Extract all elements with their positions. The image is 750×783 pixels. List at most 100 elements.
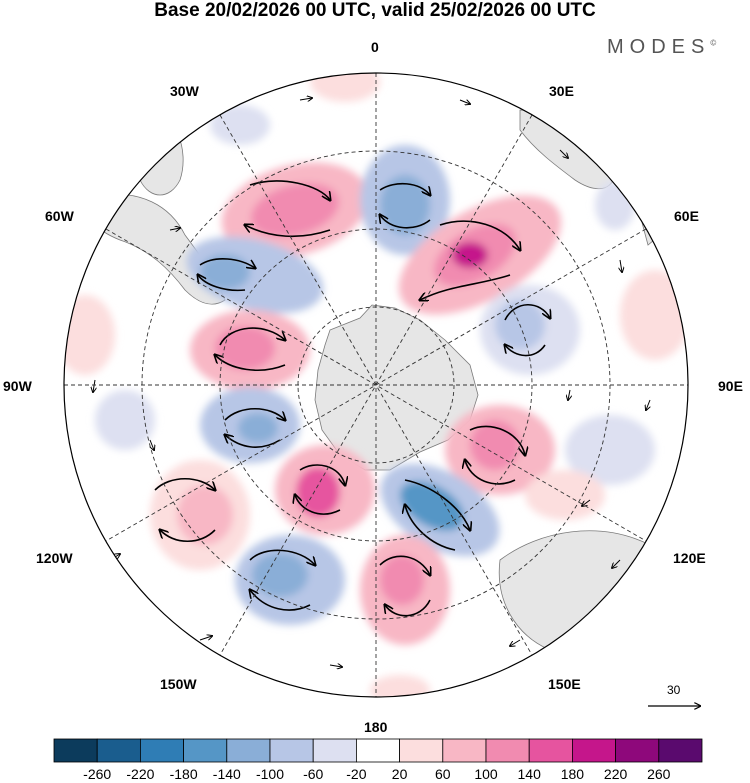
neg-anomaly-core bbox=[380, 175, 430, 235]
wind-vector bbox=[93, 379, 95, 392]
wind-vector bbox=[299, 98, 312, 100]
south-america-coast bbox=[137, 118, 184, 196]
pos-anomaly bbox=[620, 270, 688, 360]
lon-label-30e: 30E bbox=[549, 83, 574, 99]
colorbar-swatch bbox=[96, 738, 141, 763]
stream-line bbox=[198, 275, 246, 292]
stream-line bbox=[405, 505, 456, 551]
colorbar-swatch bbox=[528, 738, 573, 763]
colorbar-swatch bbox=[139, 738, 184, 763]
colorbar-tick-label: 220 bbox=[603, 766, 628, 782]
neg-anomaly bbox=[95, 390, 155, 450]
pos-anomaly bbox=[525, 470, 605, 520]
graticule bbox=[64, 73, 688, 697]
colorbar-tick-label: -140 bbox=[212, 766, 241, 782]
stream-line bbox=[160, 530, 216, 542]
lon-label-150e: 150E bbox=[548, 676, 581, 692]
colorbar-tick-label: 60 bbox=[435, 766, 451, 782]
stream-line bbox=[299, 464, 345, 485]
colorbar-swatch bbox=[312, 738, 357, 763]
stream-line bbox=[404, 479, 470, 530]
chart-title: Base 20/02/2026 00 UTC, valid 25/02/2026… bbox=[154, 0, 596, 21]
stream-line bbox=[154, 478, 215, 490]
colorbar-tick-label: 140 bbox=[517, 766, 541, 782]
latitude-circle bbox=[219, 228, 533, 542]
stream-line bbox=[295, 495, 341, 515]
colorbar-tick-label: 100 bbox=[474, 766, 498, 782]
wind-vector bbox=[582, 499, 591, 506]
stream-line bbox=[420, 274, 511, 300]
wind-vector bbox=[150, 439, 154, 450]
lon-label-60e: 60E bbox=[674, 208, 699, 224]
neg-anomaly-core bbox=[252, 553, 308, 597]
stream-line bbox=[219, 327, 285, 346]
south-america-land bbox=[90, 193, 226, 305]
pos-anomaly bbox=[64, 295, 115, 375]
stream-line bbox=[505, 345, 546, 357]
stream-line bbox=[439, 220, 520, 250]
copyright-mark: © bbox=[710, 38, 717, 48]
wind-vector bbox=[510, 639, 521, 646]
wind-vector bbox=[169, 228, 180, 230]
colorbar-tick-label: -260 bbox=[83, 766, 112, 782]
lon-label-30w: 30W bbox=[170, 83, 199, 99]
stream-lines bbox=[154, 180, 550, 617]
colorbar-tick-label: 20 bbox=[391, 766, 408, 782]
lon-label-90w: 90W bbox=[3, 378, 32, 394]
colorbar-swatch bbox=[183, 738, 228, 763]
pos-anomaly-core bbox=[215, 326, 275, 370]
colorbar-swatch bbox=[269, 738, 314, 763]
colorbar-swatch bbox=[485, 738, 530, 763]
wind-vector bbox=[568, 389, 570, 400]
lon-label-180: 180 bbox=[364, 719, 388, 735]
map-boundary bbox=[63, 72, 689, 698]
neg-anomaly-core bbox=[238, 413, 278, 443]
brand-text: MODES bbox=[607, 36, 711, 58]
lon-label-90e: 90E bbox=[718, 378, 743, 394]
stream-line bbox=[379, 555, 430, 575]
colorbar-swatch bbox=[572, 738, 617, 763]
wind-vector bbox=[646, 399, 650, 410]
lon-label-60w: 60W bbox=[45, 208, 74, 224]
pos-anomaly bbox=[310, 73, 380, 102]
vector-scale-label: 30 bbox=[667, 683, 681, 697]
stream-line bbox=[245, 225, 331, 238]
colorbar-swatch bbox=[53, 738, 98, 763]
meridian-60e-120w bbox=[105, 228, 647, 542]
wind-vector bbox=[459, 100, 470, 104]
colorbar-tick-label: -100 bbox=[255, 766, 285, 782]
colorbar-swatch bbox=[399, 738, 444, 763]
pos-anomaly-core bbox=[251, 183, 339, 237]
colorbar-tick-label: -180 bbox=[169, 766, 198, 782]
pos-anomaly-core bbox=[177, 485, 233, 545]
stream-line bbox=[465, 460, 516, 485]
neg-anomaly bbox=[595, 180, 635, 230]
colorbar-tick-label: -20 bbox=[346, 766, 367, 782]
lon-label-0: 0 bbox=[371, 39, 379, 55]
modes-logo: MODES© bbox=[607, 36, 716, 59]
pos-anomaly bbox=[370, 675, 430, 697]
stream-line bbox=[215, 355, 286, 371]
lon-label-120w: 120W bbox=[36, 550, 73, 566]
wind-vector bbox=[612, 559, 621, 568]
neg-anomaly bbox=[210, 105, 270, 145]
stream-line bbox=[249, 549, 315, 565]
lon-label-120e: 120E bbox=[673, 550, 706, 566]
colorbar-swatch bbox=[615, 738, 660, 763]
wind-vectors bbox=[93, 98, 650, 667]
wind-vector bbox=[139, 139, 150, 146]
stream-line bbox=[224, 408, 285, 420]
colorbar-tick-label: 180 bbox=[560, 766, 585, 782]
colorbar-swatch bbox=[658, 738, 703, 763]
stream-line bbox=[380, 215, 431, 229]
colorbar-swatch bbox=[226, 738, 271, 763]
lon-label-150w: 150W bbox=[160, 676, 197, 692]
pos-anomaly-core bbox=[380, 555, 424, 605]
wind-vector bbox=[620, 259, 622, 272]
stream-line bbox=[199, 258, 255, 268]
stream-line bbox=[385, 599, 431, 617]
pos-anomaly-core bbox=[296, 467, 340, 517]
colorbar-swatch bbox=[442, 738, 487, 763]
wind-vector bbox=[559, 149, 568, 158]
colorbar-tick-label: 260 bbox=[647, 766, 671, 782]
